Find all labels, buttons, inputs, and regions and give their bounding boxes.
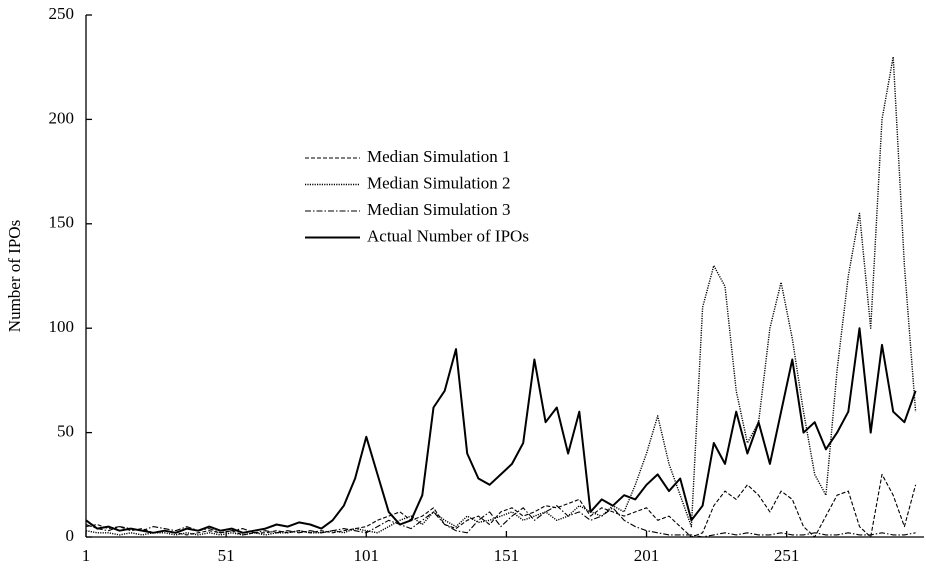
series-line [85, 505, 916, 538]
legend-label: Median Simulation 2 [367, 173, 511, 192]
x-tick-label: 151 [494, 546, 520, 565]
y-tick-label: 150 [49, 213, 75, 232]
series-line [85, 56, 917, 536]
y-tick-label: 100 [49, 317, 75, 336]
y-tick-label: 200 [49, 108, 75, 127]
y-tick-label: 50 [57, 422, 74, 441]
y-tick-label: 0 [66, 526, 75, 545]
y-tick-label: 250 [49, 4, 75, 23]
x-tick-label: 201 [634, 546, 660, 565]
x-tick-label: 51 [218, 546, 235, 565]
legend-label: Median Simulation 1 [367, 147, 511, 166]
legend-label: Actual Number of IPOs [367, 226, 529, 245]
x-tick-label: 1 [82, 546, 91, 565]
y-axis-label: Number of IPOs [5, 220, 24, 332]
x-tick-label: 251 [774, 546, 800, 565]
legend-label: Median Simulation 3 [367, 200, 511, 219]
x-tick-label: 101 [354, 546, 380, 565]
series-line [85, 473, 917, 538]
series-line [85, 327, 917, 534]
